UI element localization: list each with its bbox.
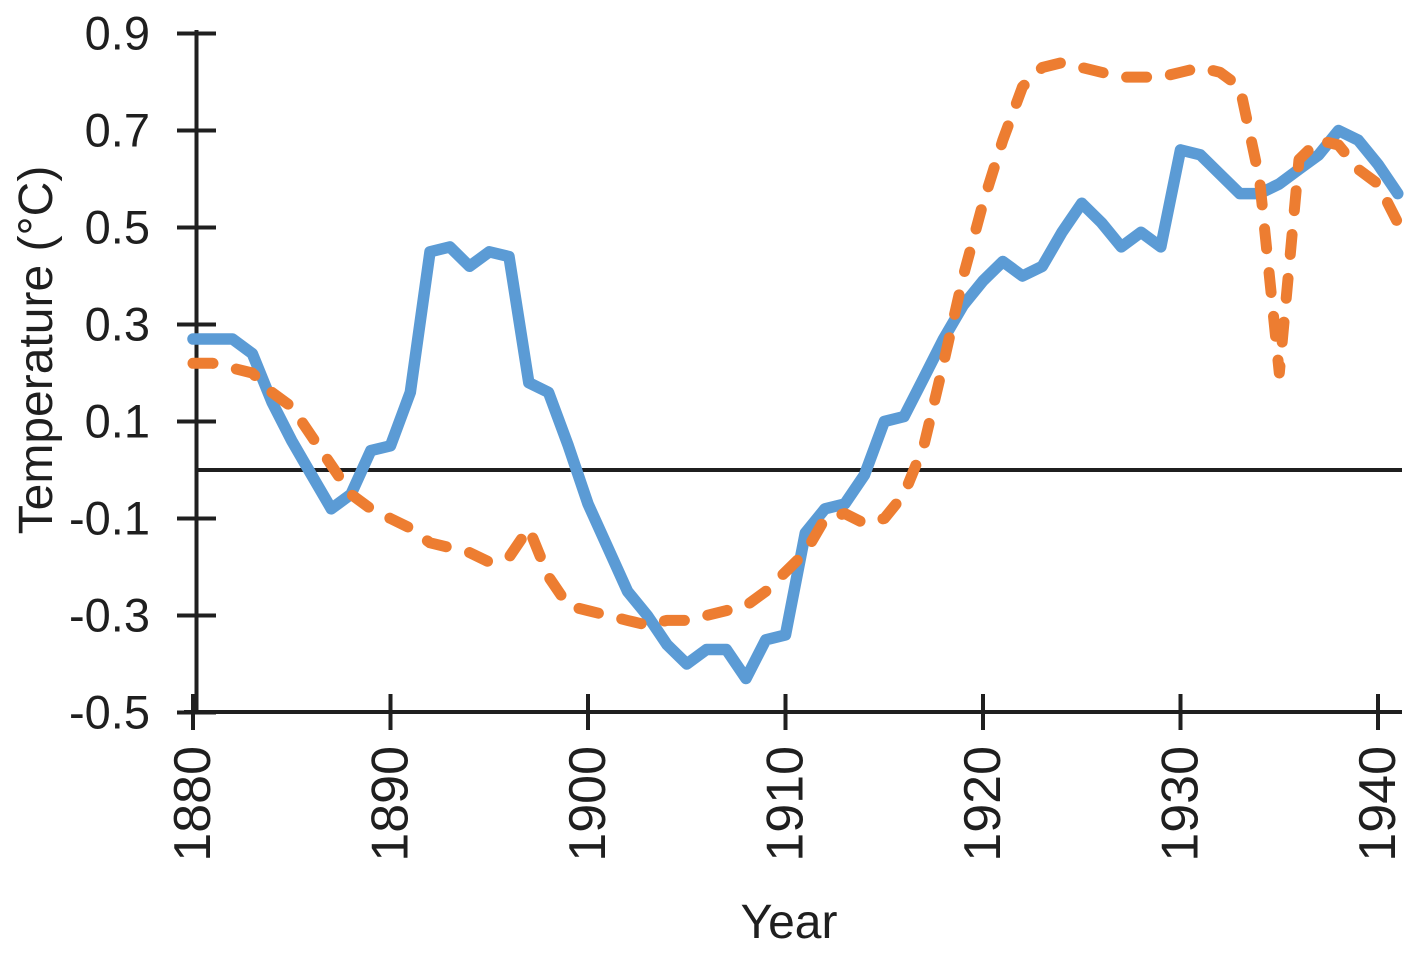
x-tick-label: 1880 — [164, 746, 222, 862]
x-tick-label: 1940 — [1349, 746, 1407, 862]
y-tick-label: 0.3 — [85, 298, 150, 351]
y-tick-label: 0.1 — [85, 395, 150, 448]
y-tick-label: 0.9 — [85, 7, 150, 60]
series — [187, 57, 1404, 685]
y-tick-label: -0.5 — [69, 686, 150, 739]
x-tick-label: 1920 — [954, 746, 1012, 862]
axes: 0.9 0.7 0.5 0.3 0.1 -0.1 -0.3 -0.5 1880 1890 1900 1… — [69, 7, 1407, 862]
x-tick-label: 1890 — [362, 746, 420, 862]
solid-blue-series-line — [187, 124, 1404, 685]
y-tick-label: 0.7 — [85, 104, 150, 157]
y-tick-label: -0.1 — [69, 492, 150, 545]
y-tick-label: -0.3 — [69, 589, 150, 642]
x-tick-label: 1930 — [1152, 746, 1210, 862]
y-axis-title: Temperature (°C) — [10, 166, 63, 535]
x-tick-label: 1900 — [559, 746, 617, 862]
x-axis-title: Year — [741, 896, 838, 949]
dashed-orange-series-line — [187, 57, 1404, 631]
y-tick-label: 0.5 — [85, 201, 150, 254]
x-tick-label: 1910 — [757, 746, 815, 862]
